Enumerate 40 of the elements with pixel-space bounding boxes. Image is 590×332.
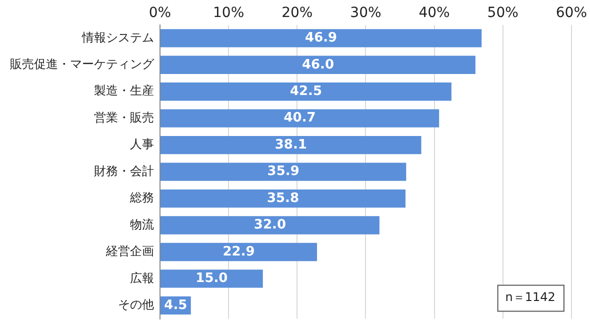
y-tick-label: その他 <box>118 298 154 312</box>
y-tick-label: 総務 <box>129 190 154 205</box>
bar <box>160 270 263 288</box>
data-label: 22.9 <box>222 244 255 260</box>
bar <box>160 109 440 128</box>
y-tick-label: 物流 <box>130 217 154 232</box>
data-label: 38.1 <box>274 137 307 152</box>
bar <box>160 242 318 262</box>
x-tick-label: 10% <box>213 5 244 22</box>
bar <box>160 29 482 48</box>
data-label: 4.5 <box>164 298 188 313</box>
data-label: 35.9 <box>267 164 300 180</box>
x-tick-label: 30% <box>350 5 382 22</box>
data-label: 32.0 <box>254 218 286 233</box>
x-tick-label: 40% <box>418 5 450 22</box>
y-tick-label: 広報 <box>130 270 154 285</box>
x-tick-label: 0% <box>148 5 172 22</box>
x-tick-label: 20% <box>282 5 313 22</box>
x-tick-label: 50% <box>487 5 518 22</box>
data-label: 35.8 <box>266 190 300 206</box>
y-tick-label: 営業・販売 <box>94 110 154 124</box>
y-tick-label: 人事 <box>130 137 154 152</box>
data-label: 40.7 <box>284 110 316 126</box>
y-tick-label: 販売促進・マーケティング <box>10 57 155 72</box>
y-tick-label: 経営企画 <box>105 244 154 258</box>
bar <box>160 162 406 181</box>
annotation: n＝1142 <box>505 290 556 304</box>
data-label: 15.0 <box>196 271 228 286</box>
y-tick-label: 製造・生産 <box>94 84 154 98</box>
bar <box>160 216 380 234</box>
y-tick-label: 財務・会計 <box>94 164 154 178</box>
bar <box>160 82 452 101</box>
data-label: 46.0 <box>302 57 334 72</box>
data-label: 42.5 <box>290 84 322 99</box>
bar <box>160 189 406 208</box>
bar <box>160 136 422 154</box>
x-tick-label: 60% <box>556 5 588 22</box>
bar <box>160 56 476 74</box>
y-tick-label: 情報システム <box>81 30 154 44</box>
data-label: 46.9 <box>305 30 338 46</box>
